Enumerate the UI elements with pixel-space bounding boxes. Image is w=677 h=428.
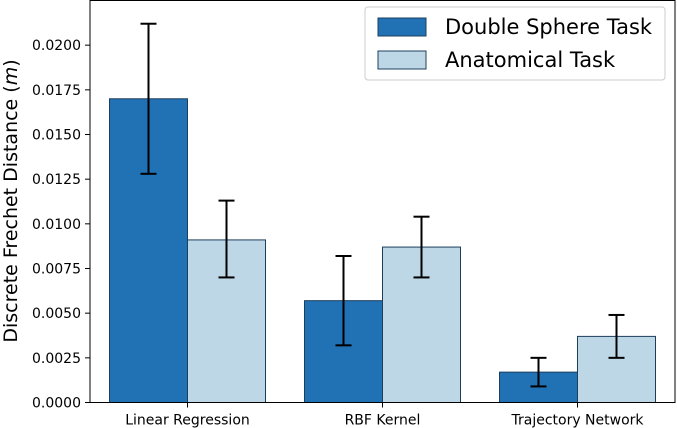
errorbars-layer	[140, 22, 625, 388]
y-axis-title-unit: m	[0, 67, 22, 86]
legend-label-double-sphere: Double Sphere Task	[445, 15, 653, 39]
y-tick-label: 0.0125	[32, 172, 81, 188]
y-tick-label: 0.0050	[32, 306, 81, 322]
y-ticks: 0.0000 0.0025 0.0050 0.0075 0.0100 0.0125 0.01…	[32, 38, 90, 412]
x-tick-label: RBF Kernel	[345, 413, 421, 428]
y-tick-label: 0.0025	[32, 351, 81, 367]
y-tick-label: 0.0075	[32, 262, 81, 278]
legend-swatch-double-sphere	[377, 17, 427, 37]
y-axis-title: Discrete Frechet Distance (m)	[0, 59, 22, 342]
bars-layer	[109, 98, 656, 404]
legend-swatch-anatomical	[377, 50, 427, 70]
y-axis-title-text: Discrete Frechet Distance (	[0, 85, 22, 342]
y-tick-label: 0.0000	[32, 396, 81, 412]
x-tick-label: Linear Regression	[125, 413, 250, 428]
legend: Double Sphere Task Anatomical Task	[364, 6, 666, 81]
y-tick-label: 0.0200	[32, 38, 81, 54]
y-tick-label: 0.0175	[32, 83, 81, 99]
y-axis-title-close: )	[0, 59, 22, 66]
x-ticks: Linear Regression RBF Kernel Trajectory Ne…	[125, 402, 644, 428]
x-tick-label: Trajectory Network	[510, 413, 644, 428]
y-tick-label: 0.0150	[32, 128, 81, 144]
legend-label-anatomical: Anatomical Task	[445, 48, 616, 72]
y-tick-label: 0.0100	[32, 217, 81, 233]
legend-frame	[364, 6, 666, 81]
